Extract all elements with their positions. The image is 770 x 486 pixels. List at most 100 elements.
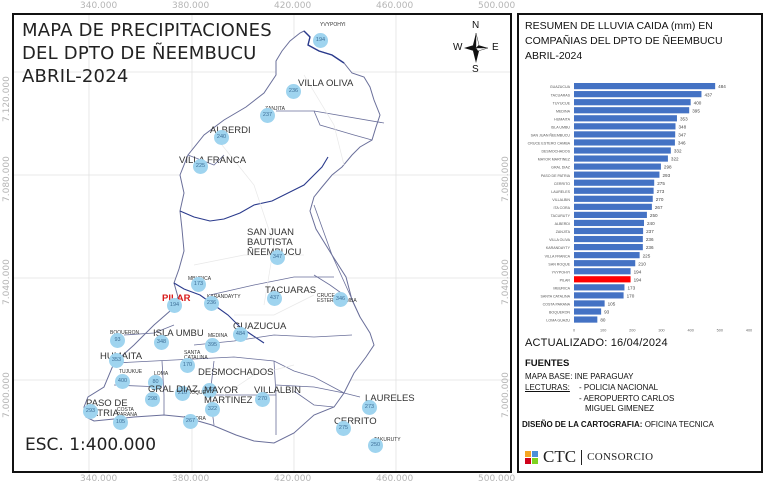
bar-category-label: ISLA UMBU <box>551 125 571 129</box>
station-label-guazucua: GUAZUCUA <box>233 321 287 332</box>
compass-s: S <box>472 64 479 75</box>
rain-gauge-marker-villalbin[interactable]: 270 <box>255 392 270 407</box>
chart-bar-row: VILLA OLIVA 236 <box>549 235 654 243</box>
rain-gauge-marker-costa-parana[interactable]: 105 <box>113 415 128 430</box>
rain-gauge-marker-desmochados[interactable]: 332 <box>202 383 217 398</box>
rain-gauge-marker-itacora[interactable]: 267 <box>183 414 198 429</box>
chart-bar <box>574 300 605 307</box>
rain-gauge-marker-medina[interactable]: 395 <box>205 338 220 353</box>
station-label-laureles: LAURELES <box>365 393 415 404</box>
logo-brand: CTC <box>543 447 577 466</box>
bar-value-label: 348 <box>679 124 687 129</box>
rain-gauge-marker-tujukue[interactable]: 400 <box>115 374 130 389</box>
chart-bar-row: TACUARAS 437 <box>551 91 713 98</box>
bar-value-label: 250 <box>650 213 658 218</box>
rain-gauge-marker-paso-de-patria[interactable]: 293 <box>83 404 98 419</box>
x-axis-tick-label: 500 <box>717 329 723 333</box>
chart-bar <box>574 292 624 299</box>
chart-bar <box>574 276 631 283</box>
bar-category-label: LOMA GUAZU <box>546 319 570 323</box>
rain-gauge-marker-cerrito[interactable]: 275 <box>336 421 351 436</box>
bar-category-label: CERRITO <box>554 182 570 186</box>
rain-gauge-marker-santa-catalina[interactable]: 170 <box>180 358 195 373</box>
bar-category-label: COSTA PARANA <box>543 303 571 307</box>
map-title-line-2: DEL DPTO DE ÑEEMBUCU <box>22 43 257 64</box>
rain-gauge-marker-yvypohyi[interactable]: 194 <box>313 33 328 48</box>
bar-value-label: 210 <box>638 261 646 266</box>
x-coordinate-label: 500.000 <box>478 474 516 484</box>
ctc-logo: CTC CONSORCIO <box>525 447 653 467</box>
station-label-boqueron: BOQUERON <box>110 330 140 336</box>
chart-bar-row: TUYUCUE 400 <box>553 99 702 106</box>
x-coordinate-label: 380.000 <box>172 1 210 11</box>
map-title: MAPA DE PRECIPITACIONES DEL DPTO DE ÑEEM… <box>22 19 272 88</box>
rain-gauge-marker-villa-franca[interactable]: 225 <box>193 159 208 174</box>
summary-panel: RESUMEN DE LLUVIA CAIDA (mm) EN COMPAÑIA… <box>517 13 763 473</box>
rain-gauge-marker-loma[interactable]: 80 <box>148 375 163 390</box>
x-axis-tick-label: 400 <box>687 329 693 333</box>
chart-bar <box>574 123 676 130</box>
rain-gauge-marker-san-roque[interactable]: 210 <box>175 386 190 401</box>
rain-gauge-marker-tacuaras[interactable]: 437 <box>267 291 282 306</box>
rain-gauge-marker-cruce-estero-camba[interactable]: 346 <box>333 292 348 307</box>
x-coordinate-label: 380.000 <box>172 474 210 484</box>
rain-gauge-marker-alberdi[interactable]: 240 <box>214 130 229 145</box>
station-label-alberdi: ALBERDI <box>210 125 251 136</box>
bar-value-label: 237 <box>646 229 654 234</box>
rain-gauge-marker-gral-diaz[interactable]: 298 <box>145 392 160 407</box>
x-axis-tick-label: 100 <box>600 329 606 333</box>
rain-gauge-marker-san-juan-bautista-ñeembucu[interactable]: 347 <box>270 250 285 265</box>
bar-category-label: VILLALBIN <box>552 198 570 202</box>
station-label-isla-umbu: ISLA UMBU <box>153 328 204 339</box>
y-coordinate-label: 7.040.000 <box>2 259 12 305</box>
bar-category-label: VILLA FRANCA <box>545 254 571 258</box>
readings-source-1: - POLICIA NACIONAL <box>579 383 659 392</box>
cartography-value: OFICINA TECNICA <box>644 420 714 429</box>
rainfall-bar-chart: GUAZUCUA 484 TACUARAS 437 TUYUCUE 400 MEDINA 39… <box>528 83 752 333</box>
bar-category-label: SAN ROQUE <box>548 262 570 266</box>
rain-gauge-marker-mburica[interactable]: 173 <box>191 277 206 292</box>
bar-value-label: 484 <box>718 84 726 89</box>
bar-category-label: YVYPOHYI <box>552 270 570 274</box>
chart-bar <box>574 203 652 210</box>
bar-value-label: 194 <box>634 269 642 274</box>
chart-title-line-1: RESUMEN DE LLUVIA CAIDA (mm) EN <box>525 20 713 32</box>
x-coordinate-label: 460.000 <box>376 1 414 11</box>
chart-bar-row: ZANJITA 237 <box>556 227 654 234</box>
bar-category-label: KARANDAYTY <box>546 246 571 250</box>
rain-gauge-marker-pilar[interactable]: 194 <box>167 298 182 313</box>
bar-category-label: MAYOR MARTINEZ <box>538 158 571 162</box>
y-coordinate-label: 7.000.000 <box>501 372 511 418</box>
chart-bar <box>574 107 690 114</box>
rain-gauge-marker-laureles[interactable]: 273 <box>362 400 377 415</box>
chart-bar <box>574 235 643 243</box>
cartography-credit: DISEÑO DE LA CARTOGRAFIA: OFICINA TECNIC… <box>522 420 714 429</box>
station-label-cerrito: CERRITO <box>334 416 377 427</box>
chart-bar-row: BOQUERON 93 <box>549 308 610 315</box>
bar-category-label: TACUARAS <box>551 93 571 97</box>
scale-label: ESC. 1:400.000 <box>25 435 157 455</box>
rain-gauge-marker-takuruty[interactable]: 250 <box>368 438 383 453</box>
logo-divider <box>581 449 583 465</box>
rain-gauge-marker-mayor-martinez[interactable]: 322 <box>205 402 220 417</box>
rain-gauge-marker-humaita[interactable]: 353 <box>109 353 124 368</box>
station-label-san-roque: SAN ROQUE <box>176 390 207 396</box>
north-arrow-icon: N S W E <box>451 20 501 77</box>
bar-category-label: PILAR <box>560 278 571 282</box>
station-label-takuruty: TAKURUTY <box>374 437 401 443</box>
readings-label: LECTURAS: <box>525 383 570 392</box>
bar-category-label: TUYUCUE <box>553 101 571 105</box>
rain-gauge-marker-zanjita[interactable]: 237 <box>260 108 275 123</box>
chart-bar-row: VILLA FRANCA 225 <box>545 252 651 259</box>
bar-category-label: CRUCE ESTERO CAMBA <box>528 142 571 146</box>
x-coordinate-label: 420.000 <box>274 474 312 484</box>
bar-value-label: 298 <box>664 165 672 170</box>
bar-value-label: 236 <box>646 237 654 242</box>
rain-gauge-marker-karandayty[interactable]: 236 <box>204 296 219 311</box>
rain-gauge-marker-villa-oliva[interactable]: 236 <box>286 84 301 99</box>
rain-gauge-marker-guazucua[interactable]: 484 <box>233 327 248 342</box>
rain-gauge-marker-isla-umbu[interactable]: 348 <box>154 335 169 350</box>
rain-gauge-marker-boqueron[interactable]: 93 <box>110 333 125 348</box>
bar-value-label: 194 <box>634 277 642 282</box>
updated-date: ACTUALIZADO: 16/04/2024 <box>525 337 668 349</box>
